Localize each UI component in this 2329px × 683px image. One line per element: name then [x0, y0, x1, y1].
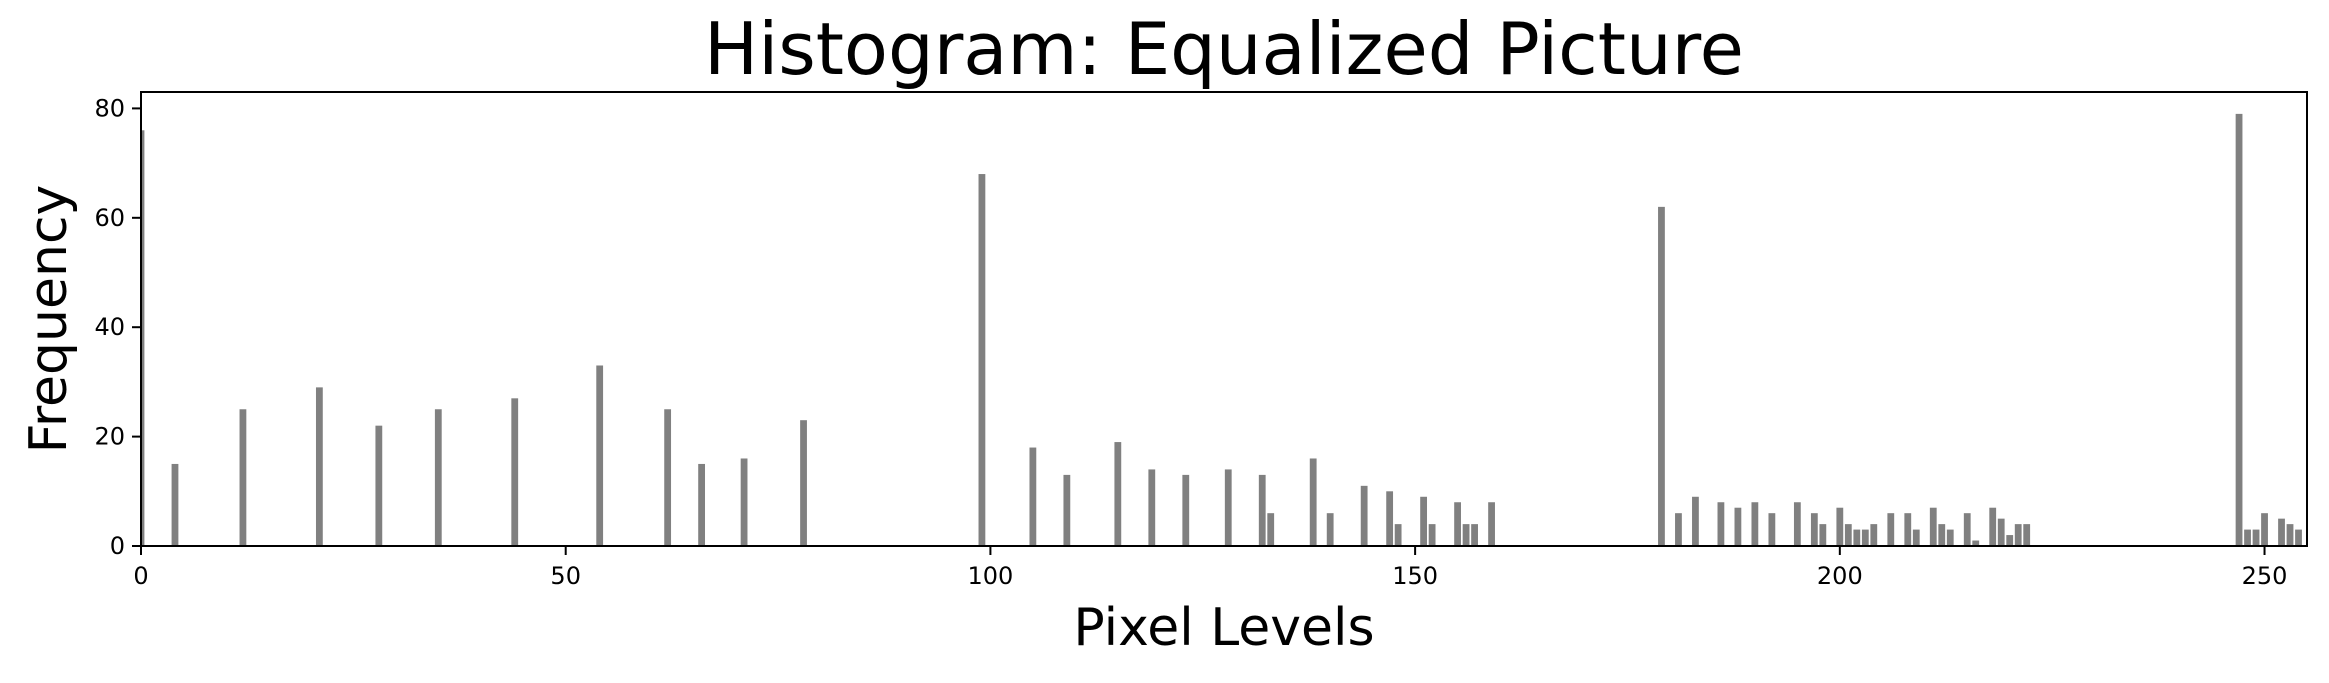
histogram-bar: [1258, 474, 1266, 546]
histogram-bar: [375, 425, 383, 546]
histogram-bar: [2295, 529, 2302, 546]
histogram-bar: [1946, 529, 1954, 546]
histogram-bar: [2286, 524, 2294, 546]
histogram-bar: [1658, 206, 1665, 546]
x-tick-label: 100: [968, 562, 1014, 590]
histogram-bar: [1844, 524, 1852, 546]
histogram-bar: [1420, 496, 1428, 546]
histogram-bar: [1904, 513, 1912, 546]
histogram-bars: [141, 113, 2302, 547]
histogram-bar: [1819, 524, 1827, 546]
histogram-bar: [1912, 529, 1920, 546]
histogram-bar: [141, 130, 145, 547]
chart-title: Histogram: Equalized Picture: [704, 7, 1744, 91]
histogram-bar: [1063, 474, 1071, 546]
histogram-bar: [1224, 469, 1232, 546]
y-tick-label: 60: [94, 204, 125, 232]
histogram-bar: [2261, 513, 2268, 546]
histogram-bar: [1454, 502, 1461, 546]
y-tick-label: 0: [110, 532, 125, 560]
histogram-bar: [1114, 442, 1122, 546]
histogram-bar: [1360, 485, 1368, 546]
histogram-bar: [664, 409, 672, 546]
histogram-bar: [1734, 507, 1742, 546]
histogram-bar: [1462, 524, 1470, 546]
histogram-bar: [1768, 513, 1776, 546]
histogram-bar: [1929, 507, 1937, 546]
histogram-bar: [434, 409, 442, 546]
y-axis-ticks: 0 20 40 60 80: [94, 94, 141, 560]
histogram-bar: [1675, 513, 1682, 546]
histogram-bar: [2006, 535, 2014, 546]
histogram-bar: [2244, 529, 2251, 546]
histogram-bar: [1938, 524, 1946, 546]
x-axis-label: Pixel Levels: [1073, 598, 1374, 658]
histogram-bar: [1963, 513, 1971, 546]
histogram-bar: [1793, 502, 1801, 546]
histogram-bar: [1488, 502, 1495, 546]
histogram-bar: [1717, 502, 1725, 546]
histogram-bar: [1810, 513, 1818, 546]
histogram-bar: [1267, 513, 1275, 546]
histogram-bar: [1428, 524, 1436, 546]
histogram-bar: [2014, 524, 2022, 546]
histogram-bar: [1309, 458, 1317, 546]
x-tick-label: 250: [2242, 562, 2288, 590]
histogram-bar: [1471, 524, 1478, 546]
histogram-bar: [239, 409, 247, 546]
x-tick-label: 50: [550, 562, 581, 590]
y-tick-label: 20: [94, 423, 125, 451]
histogram-bar: [698, 463, 706, 546]
histogram-bar: [315, 387, 323, 546]
histogram-bar: [1029, 447, 1037, 546]
histogram-bar: [2235, 113, 2243, 546]
x-tick-label: 200: [1817, 562, 1863, 590]
histogram-bar: [1751, 502, 1759, 546]
histogram-bar: [1394, 524, 1402, 546]
histogram-bar: [978, 174, 986, 547]
histogram-bar: [1870, 524, 1878, 546]
histogram-bar: [1997, 518, 2005, 546]
histogram-bar: [1326, 513, 1334, 546]
histogram-bar: [1887, 513, 1895, 546]
histogram-bar: [2278, 518, 2285, 546]
histogram-bar: [1692, 496, 1699, 546]
histogram-bar: [1989, 507, 1997, 546]
histogram-bar: [1853, 529, 1861, 546]
histogram-bar: [740, 458, 748, 546]
histogram-bar: [800, 420, 807, 546]
y-axis-label: Frequency: [19, 185, 79, 454]
x-axis-ticks: 0 50 100 150 200 250: [133, 546, 2287, 590]
histogram-bar: [596, 365, 604, 546]
histogram-bar: [1386, 491, 1394, 546]
x-tick-label: 150: [1392, 562, 1438, 590]
histogram-bar: [1148, 469, 1156, 546]
histogram-bar: [2252, 529, 2260, 546]
histogram-bar: [1182, 474, 1190, 546]
histogram-bar: [2023, 524, 2031, 546]
x-tick-label: 0: [133, 562, 148, 590]
y-tick-label: 40: [94, 313, 125, 341]
histogram-bar: [1861, 529, 1869, 546]
plot-area-frame: [140, 91, 2308, 547]
histogram-bar: [511, 398, 519, 546]
y-tick-label: 80: [94, 94, 125, 122]
histogram-bar: [1972, 540, 1980, 546]
histogram-bar: [171, 463, 179, 546]
histogram-bar: [1836, 507, 1844, 546]
